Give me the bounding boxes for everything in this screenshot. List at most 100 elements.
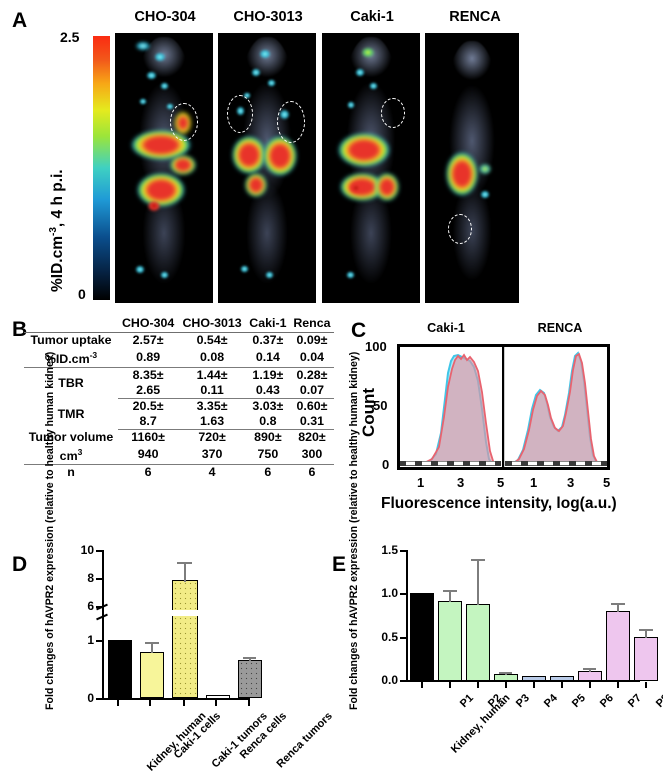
table-row: TBR 8.35± 1.44± 1.19± 0.28±	[24, 368, 334, 390]
errorbar-p1	[449, 590, 451, 602]
tick-1-0	[400, 593, 406, 595]
panel-d-y-axis	[102, 550, 104, 700]
panel-e-y-axis	[406, 550, 408, 682]
tick-label-1-0: 1.0	[381, 586, 398, 600]
errorbar-cap	[611, 603, 625, 605]
tick-label-0-0: 0.0	[381, 673, 398, 687]
errorbar-p8	[645, 629, 647, 638]
cell-value: 1.44±	[196, 368, 228, 383]
table-row: Tumor volume 1160± 720± 890± 820±	[24, 430, 334, 446]
cell-value: 300	[289, 445, 334, 466]
bar-caki-1-tumors-lower	[172, 616, 198, 698]
cell-value: 6	[264, 465, 272, 480]
x-tick	[645, 682, 647, 688]
cell-value: 720±	[198, 430, 226, 445]
x-tick-renca-1: 1	[530, 475, 538, 490]
x-tick	[215, 700, 217, 706]
panel-c: C Caki-1 RENCA Count 100 50 0	[345, 312, 663, 532]
bar-caki-1-cells	[140, 652, 164, 698]
tick-10	[96, 550, 102, 552]
cell-value: 820±	[298, 430, 326, 445]
table-row: TMR 20.5± 3.35± 3.03± 0.60±	[24, 399, 334, 421]
cell-value: 1.63	[178, 414, 246, 431]
table-row: cm3 940 370 750 300	[24, 445, 334, 466]
cell-value: 3.03±	[252, 399, 284, 414]
cell-value: 0.31	[289, 414, 334, 431]
tick-0	[96, 698, 102, 700]
table-row: Tumor uptake 2.57± 0.54± 0.37± 0.09±	[24, 333, 334, 349]
errorbar-renca-tumors	[249, 657, 251, 661]
tick-0-0	[400, 680, 406, 682]
colorbar-max-label: 2.5	[60, 29, 80, 45]
bar-p1	[438, 601, 462, 681]
bar-renca-cells	[206, 695, 230, 699]
cell-value: 8.35±	[132, 368, 164, 383]
x-label-p3: P3	[513, 692, 532, 711]
tick-1	[96, 640, 102, 642]
row-unit: %ID.cm-3	[24, 348, 118, 369]
errorbar-cap	[177, 562, 192, 564]
tick-label-10: 10	[80, 543, 94, 557]
row-label: Tumor volume	[28, 429, 114, 444]
cell-value: 2.65	[118, 383, 179, 400]
histogram-x-axis-label: Fluorescence intensity, log(a.u.)	[381, 495, 617, 512]
errorbar-cap	[583, 668, 596, 670]
cell-value: 0.60±	[296, 399, 328, 414]
x-tick	[505, 682, 507, 688]
tick-label-0: 0	[87, 691, 94, 705]
errorbar-caki-1-tumors	[184, 562, 186, 582]
table-header-row: CHO-304 CHO-3013 Caki-1 Renca	[24, 316, 334, 333]
x-tick	[533, 682, 535, 688]
bar-kidney-human	[108, 640, 132, 698]
tick-label-1-5: 1.5	[381, 543, 398, 557]
panel-d-y-axis-label: Fold changes of hAVPR2 expression (relat…	[44, 352, 57, 710]
x-label-p6: P6	[597, 692, 616, 711]
cell-value: 0.54±	[196, 333, 228, 347]
errorbar-cap	[639, 629, 653, 631]
bar-p8	[634, 637, 658, 681]
pet-title-cho-304: CHO-304	[134, 9, 196, 25]
panel-e-y-axis-label: Fold changes of hAVPR2 expression (relat…	[348, 352, 361, 710]
x-tick	[477, 682, 479, 688]
bar-p4	[522, 676, 546, 681]
panel-d: D Fold changes of hAVPR2 expression (rel…	[0, 352, 335, 783]
table-header-cell	[24, 316, 118, 333]
cell-value: 6	[144, 465, 152, 480]
x-tick	[561, 682, 563, 688]
panel-c-letter: C	[351, 319, 367, 342]
panel-a: A 2.5 0 %ID.cm-3, 4 h p.i. CHO-304 CHO-3…	[0, 0, 663, 312]
panel-d-letter: D	[12, 553, 28, 576]
panel-e-y-axis-text: Fold changes of hAVPR2 expression (relat…	[348, 351, 360, 710]
x-label-p4: P4	[541, 692, 560, 711]
cell-value: 0.43	[245, 383, 290, 400]
y-tick-50: 50	[373, 398, 388, 413]
table-header-cell: CHO-304	[118, 316, 179, 333]
pet-title-caki-1: Caki-1	[350, 9, 394, 25]
cell-value: 8.7	[118, 414, 179, 431]
cell-value: 370	[178, 445, 246, 466]
panel-d-y-axis-text: Fold changes of hAVPR2 expression (relat…	[44, 351, 56, 710]
table-row: %ID.cm-3 0.89 0.08 0.14 0.04	[24, 348, 334, 369]
table-header-cell: Renca	[289, 316, 334, 333]
y-tick-0: 0	[382, 457, 390, 472]
panel-b-letter: B	[12, 318, 28, 341]
cell-value: 2.57±	[132, 333, 164, 347]
row-label: Tumor uptake	[30, 333, 112, 347]
errorbar-cap	[443, 590, 457, 592]
tick-label-8: 8	[87, 571, 94, 585]
x-tick-caki-5: 5	[497, 475, 505, 490]
x-tick	[421, 682, 423, 688]
tick-6	[96, 606, 102, 608]
cell-value: 750	[245, 445, 290, 466]
x-label-p5: P5	[569, 692, 588, 711]
pet-image-cho-3013	[218, 33, 316, 303]
bar-p6	[578, 671, 602, 681]
pet-image-caki-1	[322, 33, 420, 303]
cell-value: 0.07	[289, 383, 334, 400]
cell-value: 0.09±	[296, 333, 328, 347]
tick-0-5	[400, 637, 406, 639]
tick-label-6: 6	[87, 599, 94, 613]
tumor-roi-circle	[447, 213, 472, 244]
panel-a-letter: A	[12, 9, 28, 32]
cell-value: 0.11	[178, 383, 246, 400]
